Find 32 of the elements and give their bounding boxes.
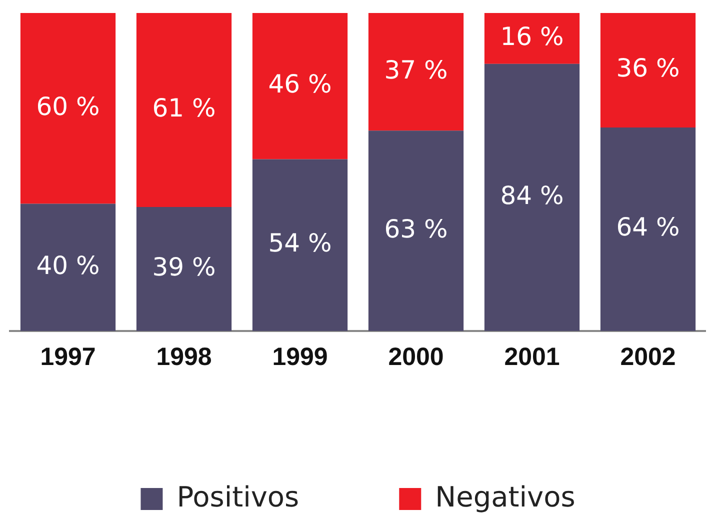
- data-label: 46 %: [268, 70, 332, 99]
- bar: [484, 64, 580, 331]
- legend-label: Positivos: [176, 480, 300, 514]
- bar: [484, 13, 580, 64]
- x-tick-label: 1999: [272, 342, 328, 371]
- x-tick-label: 2002: [620, 342, 676, 371]
- bar: [252, 13, 348, 160]
- x-tick-label: 1998: [156, 342, 212, 371]
- bar: [368, 13, 464, 131]
- bar: [136, 13, 232, 207]
- bar: [136, 206, 232, 331]
- data-label: 84 %: [500, 180, 564, 210]
- data-label: 40 %: [36, 250, 100, 280]
- data-label: 64 %: [616, 212, 680, 242]
- data-label: 63 %: [384, 214, 448, 244]
- data-label: 37 %: [384, 55, 448, 84]
- data-label: 16 %: [500, 22, 564, 51]
- data-label: 54 %: [268, 228, 332, 258]
- bar: [20, 204, 116, 331]
- x-tick-label: 2001: [504, 342, 560, 371]
- bar: [600, 13, 696, 128]
- x-tick-label: 1997: [40, 342, 96, 371]
- bar: [20, 13, 116, 204]
- x-tick-label: 2000: [388, 342, 444, 371]
- data-label: 39 %: [152, 252, 216, 282]
- legend-label: Negativos: [435, 480, 576, 514]
- data-label: 61 %: [152, 93, 216, 122]
- bar: [368, 130, 464, 331]
- data-label: 36 %: [616, 54, 680, 83]
- bar: [600, 127, 696, 331]
- data-label: 60 %: [36, 92, 100, 121]
- bar: [252, 159, 348, 331]
